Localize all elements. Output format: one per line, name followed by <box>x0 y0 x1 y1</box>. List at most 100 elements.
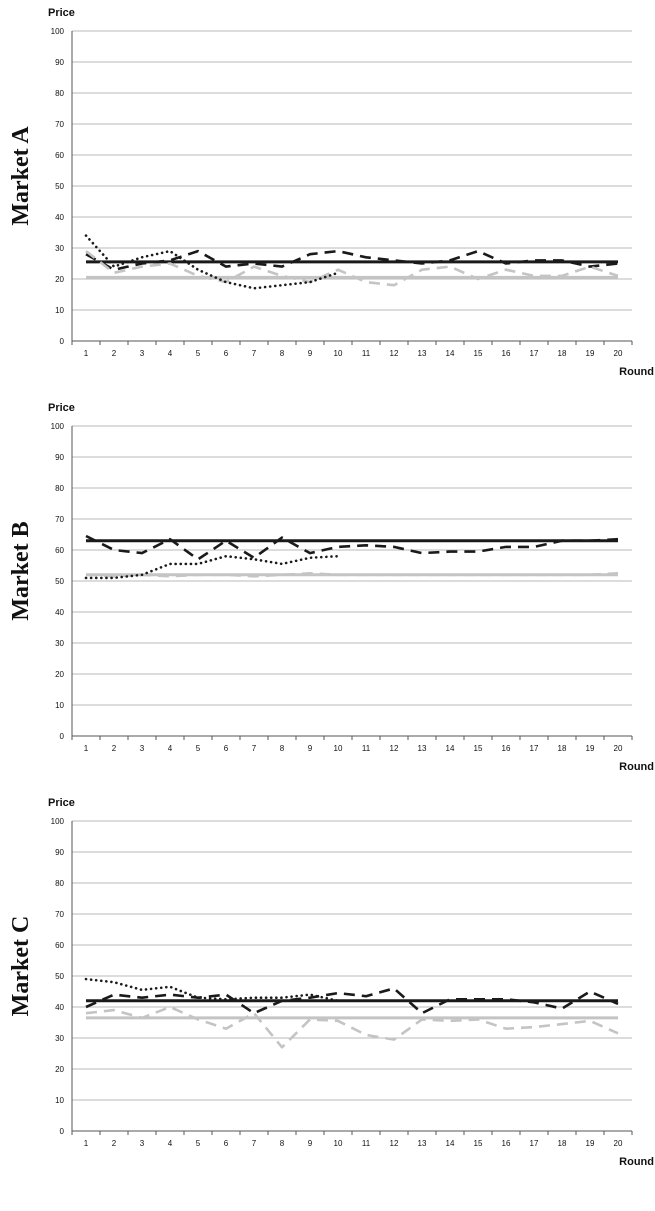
x-axis-title: Round <box>619 761 654 773</box>
y-tick-label: 50 <box>55 182 64 191</box>
y-tick-label: 50 <box>55 577 64 586</box>
y-axis-title: Price <box>48 797 75 809</box>
series-line-dotted-black-market-a <box>84 234 340 290</box>
y-axis-title: Price <box>48 7 75 19</box>
series-line-dashed-black-market-c <box>85 987 619 1015</box>
x-tick-label: 12 <box>390 1139 399 1148</box>
x-tick-label: 15 <box>474 349 483 358</box>
x-tick-label: 14 <box>446 744 455 753</box>
x-tick-label: 7 <box>252 744 257 753</box>
x-tick-label: 19 <box>586 744 595 753</box>
x-tick-label: 3 <box>140 349 145 358</box>
x-tick-label: 9 <box>308 744 313 753</box>
y-tick-label: 30 <box>55 244 64 253</box>
x-tick-label: 4 <box>168 744 173 753</box>
y-tick-label: 30 <box>55 639 64 648</box>
x-tick-label: 20 <box>614 744 623 753</box>
x-tick-label: 6 <box>224 1139 229 1148</box>
x-tick-label: 15 <box>474 1139 483 1148</box>
x-tick-label: 16 <box>502 744 511 753</box>
x-tick-label: 10 <box>334 349 343 358</box>
x-tick-label: 17 <box>530 349 539 358</box>
series-line-dashed-black-market-b <box>85 534 619 561</box>
series-line-dotted-black-market-c <box>84 977 340 1003</box>
y-tick-label: 100 <box>51 27 65 36</box>
x-tick-label: 7 <box>252 1139 257 1148</box>
y-tick-label: 80 <box>55 89 64 98</box>
y-tick-label: 40 <box>55 213 64 222</box>
x-tick-label: 11 <box>362 349 371 358</box>
x-tick-label: 5 <box>196 744 201 753</box>
y-tick-label: 40 <box>55 1003 64 1012</box>
y-tick-label: 30 <box>55 1034 64 1043</box>
x-axis-title: Round <box>619 366 654 378</box>
x-tick-label: 18 <box>558 744 567 753</box>
series-line-dashed-black-market-a <box>85 249 619 272</box>
x-tick-label: 10 <box>334 744 343 753</box>
series-line-dotted-black-market-b <box>84 554 340 580</box>
x-tick-label: 9 <box>308 1139 313 1148</box>
x-tick-label: 5 <box>196 349 201 358</box>
x-tick-label: 3 <box>140 1139 145 1148</box>
y-tick-label: 20 <box>55 1065 64 1074</box>
market-title: Market B <box>8 521 34 620</box>
chart-panel-market-b: 0 10 20 30 40 50 60 70 80 90 100 1 2 3 4 5 6 7 8 9 10 11 12 13 1… <box>0 395 655 795</box>
x-tick-label: 11 <box>362 744 371 753</box>
x-tick-label: 3 <box>140 744 145 753</box>
y-tick-label: 0 <box>60 732 65 741</box>
y-tick-label: 0 <box>60 337 65 346</box>
y-tick-label: 90 <box>55 58 64 67</box>
x-tick-label: 8 <box>280 744 285 753</box>
x-tick-label: 6 <box>224 744 229 753</box>
chart-panel-market-a: 0 10 20 30 40 50 60 70 80 90 100 1 2 3 4 5 6 7 8 9 10 11 12 13 1… <box>0 0 655 400</box>
x-tick-label: 17 <box>530 744 539 753</box>
x-tick-label: 4 <box>168 1139 173 1148</box>
x-tick-label: 11 <box>362 1139 371 1148</box>
y-axis-title: Price <box>48 402 75 414</box>
y-tick-label: 10 <box>55 306 64 315</box>
x-tick-label: 9 <box>308 349 313 358</box>
y-tick-label: 90 <box>55 453 64 462</box>
y-tick-label: 0 <box>60 1127 65 1136</box>
x-tick-label: 12 <box>390 349 399 358</box>
y-tick-label: 80 <box>55 484 64 493</box>
y-tick-label: 100 <box>51 817 65 826</box>
x-tick-label: 19 <box>586 1139 595 1148</box>
x-tick-label: 18 <box>558 349 567 358</box>
x-axis-title: Round <box>619 1156 654 1168</box>
y-tick-label: 90 <box>55 848 64 857</box>
x-tick-label: 20 <box>614 349 623 358</box>
y-tick-label: 20 <box>55 670 64 679</box>
x-tick-label: 14 <box>446 1139 455 1148</box>
y-tick-label: 40 <box>55 608 64 617</box>
x-tick-label: 4 <box>168 349 173 358</box>
y-tick-label: 50 <box>55 972 64 981</box>
y-tick-label: 60 <box>55 941 64 950</box>
chart-panel-market-c: 0 10 20 30 40 50 60 70 80 90 100 1 2 3 4 5 6 7 8 9 10 11 12 13 1… <box>0 790 655 1190</box>
y-tick-label: 100 <box>51 422 65 431</box>
x-tick-label: 12 <box>390 744 399 753</box>
x-tick-label: 13 <box>418 1139 427 1148</box>
x-tick-label: 20 <box>614 1139 623 1148</box>
y-tick-label: 10 <box>55 1096 64 1105</box>
x-tick-label: 16 <box>502 349 511 358</box>
x-tick-label: 13 <box>418 744 427 753</box>
market-title: Market C <box>8 916 34 1017</box>
market-title: Market A <box>8 126 34 226</box>
x-tick-label: 7 <box>252 349 257 358</box>
x-tick-label: 2 <box>112 349 117 358</box>
x-tick-label: 14 <box>446 349 455 358</box>
x-tick-label: 19 <box>586 349 595 358</box>
y-tick-label: 70 <box>55 910 64 919</box>
series-line-dashed-gray-market-a <box>85 250 619 287</box>
x-tick-label: 8 <box>280 1139 285 1148</box>
x-tick-label: 5 <box>196 1139 201 1148</box>
x-tick-label: 16 <box>502 1139 511 1148</box>
x-tick-label: 1 <box>84 349 89 358</box>
y-tick-label: 20 <box>55 275 64 284</box>
x-tick-label: 1 <box>84 1139 89 1148</box>
x-tick-label: 10 <box>334 1139 343 1148</box>
